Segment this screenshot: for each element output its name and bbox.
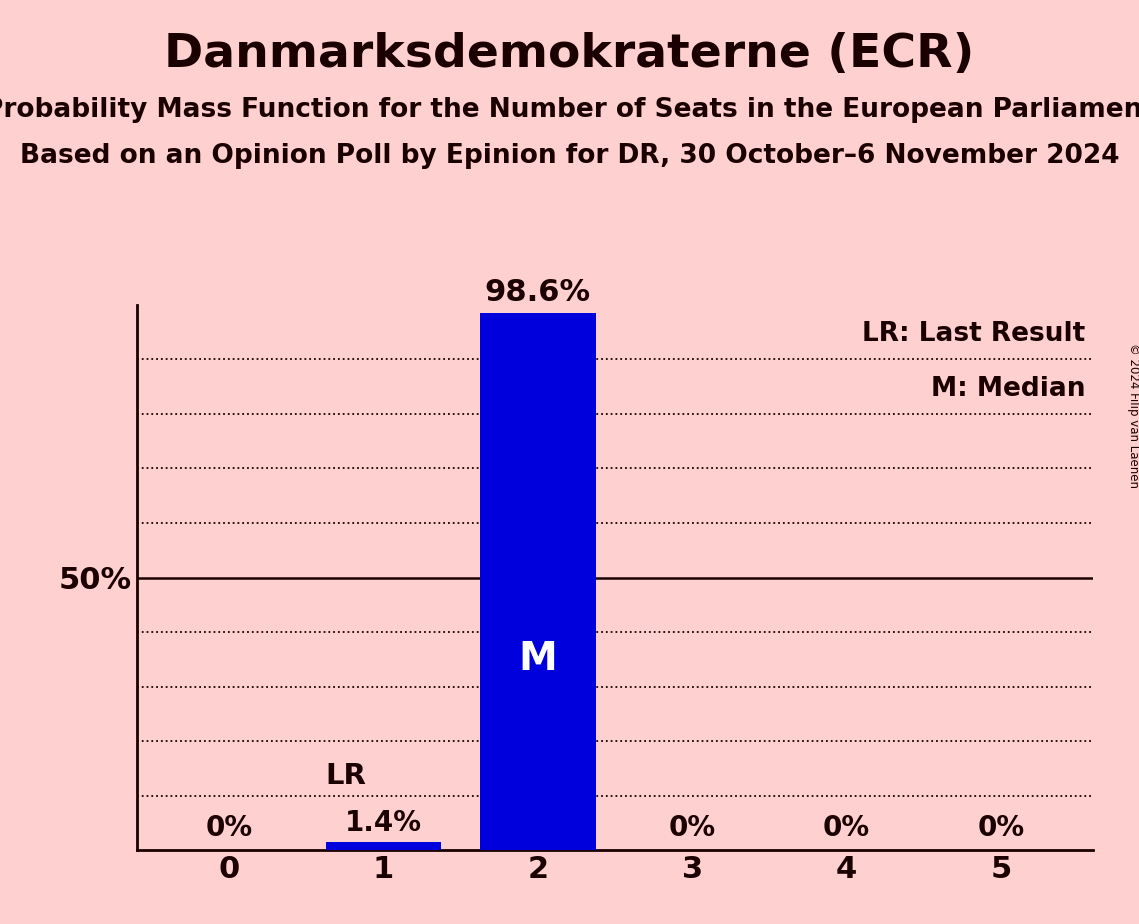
Text: 98.6%: 98.6% (485, 278, 591, 307)
Text: 0%: 0% (206, 814, 253, 842)
Bar (326, 843, 442, 850)
Text: 0%: 0% (669, 814, 715, 842)
Text: M: M (518, 640, 557, 678)
Text: Based on an Opinion Poll by Epinion for DR, 30 October–6 November 2024: Based on an Opinion Poll by Epinion for … (19, 143, 1120, 169)
Text: Danmarksdemokraterne (ECR): Danmarksdemokraterne (ECR) (164, 32, 975, 78)
Text: Probability Mass Function for the Number of Seats in the European Parliament: Probability Mass Function for the Number… (0, 97, 1139, 123)
Text: 0%: 0% (977, 814, 1024, 842)
Text: 0%: 0% (823, 814, 870, 842)
Text: 1.4%: 1.4% (345, 809, 423, 837)
Bar (480, 312, 596, 850)
Text: LR: Last Result: LR: Last Result (862, 322, 1085, 347)
Text: © 2024 Filip van Laenen: © 2024 Filip van Laenen (1126, 344, 1139, 488)
Text: M: Median: M: Median (932, 376, 1085, 402)
Text: LR: LR (325, 762, 366, 790)
